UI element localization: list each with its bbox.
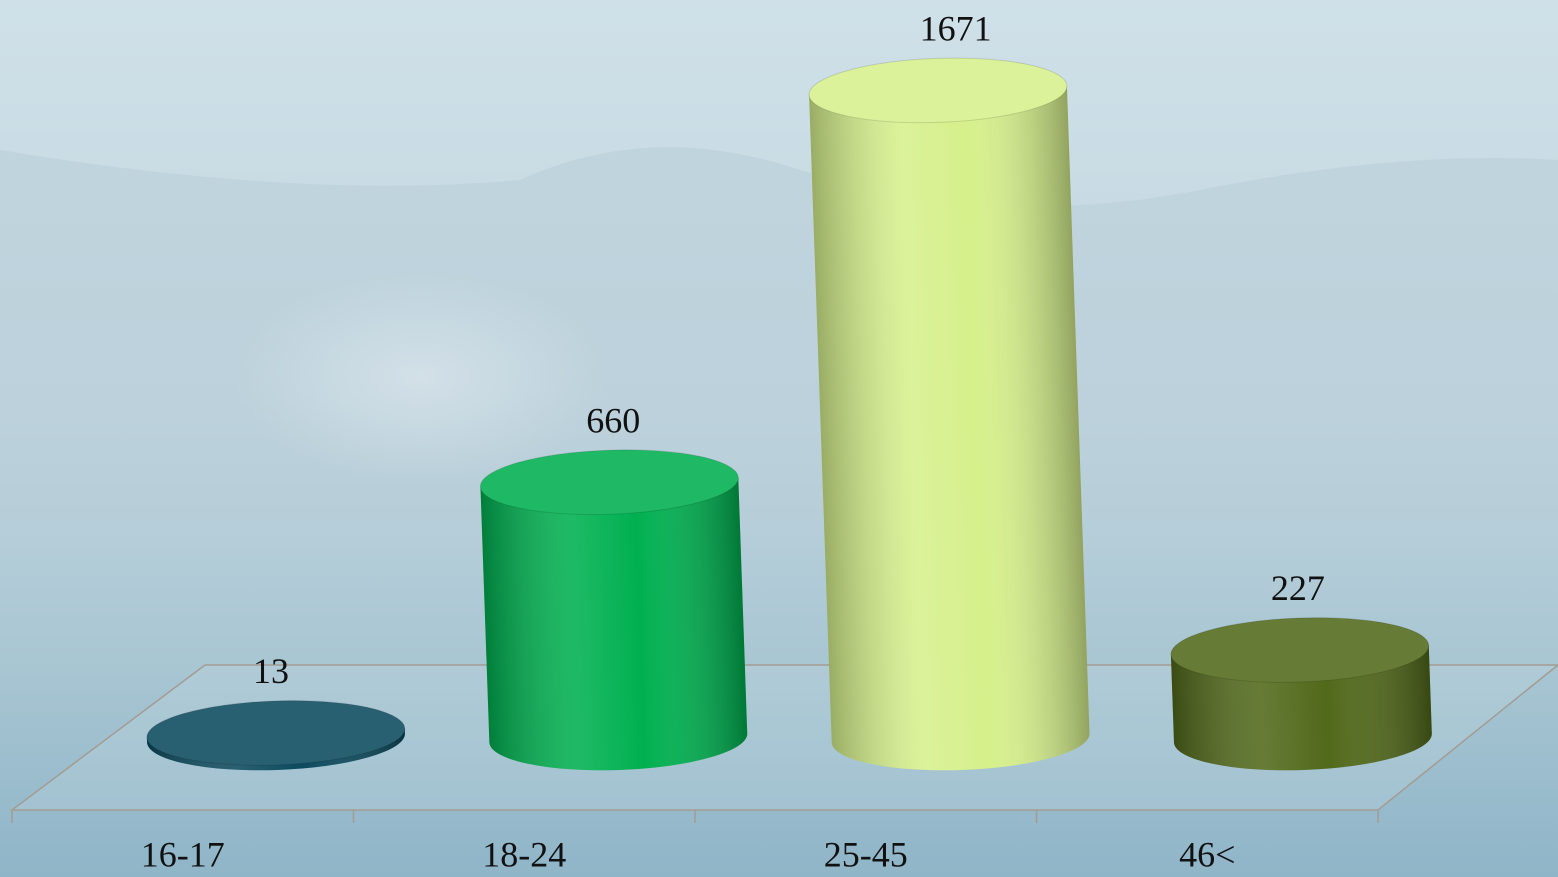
cylinder (1170, 617, 1432, 771)
bar-top (1170, 617, 1429, 683)
bar-shading (809, 85, 1090, 771)
cylinder (808, 57, 1090, 771)
data-label: 660 (586, 400, 640, 440)
background-building (0, 147, 1558, 520)
x-tick-label: 46< (1179, 834, 1235, 874)
bar-top-highlight (479, 449, 739, 516)
bar-top (809, 58, 1067, 123)
data-label: 1671 (920, 8, 992, 48)
bars (146, 57, 1432, 771)
bar-top (146, 700, 405, 766)
x-tick-label: 18-24 (482, 834, 566, 874)
cylinder (146, 700, 406, 771)
bar-shading (480, 477, 748, 771)
x-tick-label: 16-17 (141, 834, 225, 874)
bar-top-highlight (146, 700, 406, 766)
data-label: 227 (1271, 568, 1325, 608)
bar-top-highlight (808, 57, 1068, 124)
x-ticks (11, 810, 1379, 823)
cylinder (479, 449, 748, 771)
bar-top-highlight (1170, 617, 1430, 683)
bar-top (480, 449, 739, 515)
x-tick-label: 25-45 (824, 834, 908, 874)
data-label: 13 (253, 651, 289, 691)
